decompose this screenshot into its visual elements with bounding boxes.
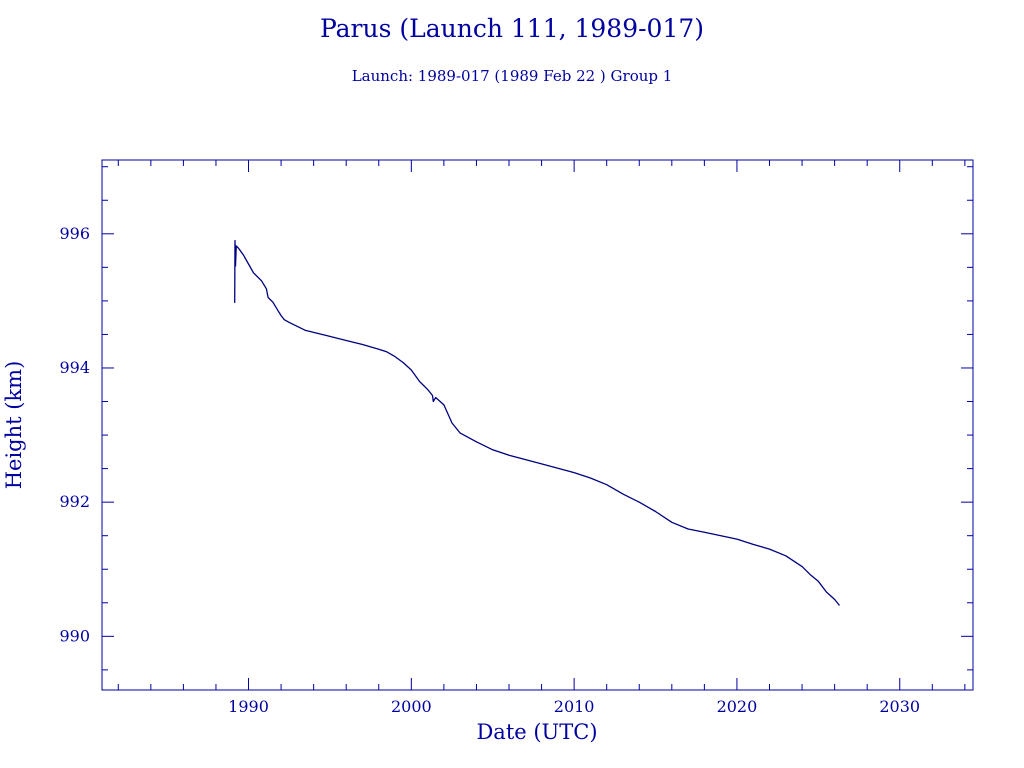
x-tick-labels: 1990 2000 2010 2020 2030 xyxy=(228,697,920,716)
x-tick-label: 1990 xyxy=(228,697,269,716)
series-layer xyxy=(234,239,841,606)
y-tick-label: 994 xyxy=(59,358,90,377)
chart-subtitle: Launch: 1989-017 (1989 Feb 22 ) Group 1 xyxy=(351,67,673,85)
y-tick-label: 992 xyxy=(59,492,90,511)
height-series-line xyxy=(234,239,841,606)
axis-ticks xyxy=(102,160,973,690)
y-tick-labels: 990 992 994 996 xyxy=(59,224,90,646)
x-tick-label: 2030 xyxy=(879,697,920,716)
x-tick-label: 2000 xyxy=(391,697,432,716)
y-tick-label: 996 xyxy=(59,224,90,243)
x-axis-title: Date (UTC) xyxy=(476,720,597,744)
plot-frame xyxy=(101,159,974,691)
y-axis-title: Height (km) xyxy=(2,361,26,490)
chart-title: Parus (Launch 111, 1989-017) xyxy=(319,14,705,43)
x-tick-label: 2010 xyxy=(554,697,595,716)
x-tick-label: 2020 xyxy=(717,697,758,716)
y-tick-label: 990 xyxy=(59,626,90,645)
